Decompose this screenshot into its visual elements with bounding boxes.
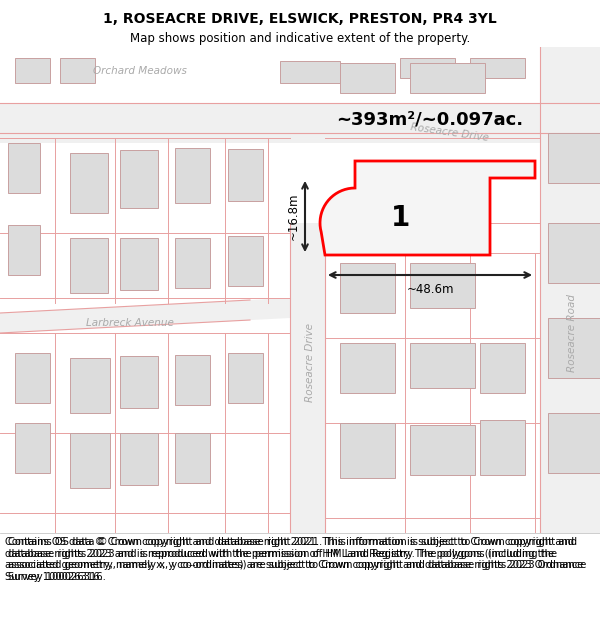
Bar xyxy=(400,58,455,78)
Polygon shape xyxy=(320,161,535,255)
Bar xyxy=(548,133,600,183)
Polygon shape xyxy=(0,298,290,333)
Bar xyxy=(8,225,40,275)
Bar xyxy=(70,358,110,413)
Bar xyxy=(340,343,395,393)
Bar xyxy=(228,353,263,403)
Text: Contains OS data © Crown copyright and database right 2021. This information is : Contains OS data © Crown copyright and d… xyxy=(5,537,583,582)
Bar xyxy=(175,355,210,405)
Bar xyxy=(548,223,600,283)
Bar xyxy=(70,238,108,293)
Bar xyxy=(410,425,475,475)
Bar xyxy=(280,61,340,83)
Bar xyxy=(175,433,210,483)
Text: ~16.8m: ~16.8m xyxy=(287,192,300,240)
Bar xyxy=(15,353,50,403)
Text: Roseacre Drive: Roseacre Drive xyxy=(410,122,490,143)
Bar xyxy=(175,148,210,203)
Text: Map shows position and indicative extent of the property.: Map shows position and indicative extent… xyxy=(130,32,470,45)
Polygon shape xyxy=(290,223,325,533)
Bar xyxy=(175,238,210,288)
Bar xyxy=(228,149,263,201)
Text: Roseacre Road: Roseacre Road xyxy=(567,294,577,372)
Text: Larbreck Avenue: Larbreck Avenue xyxy=(86,318,174,328)
Bar xyxy=(15,58,50,83)
Polygon shape xyxy=(0,103,600,133)
Bar xyxy=(120,238,158,290)
Text: Contains OS data © Crown copyright and database right 2021. This information is : Contains OS data © Crown copyright and d… xyxy=(8,537,586,582)
Text: 1: 1 xyxy=(391,204,410,232)
Bar xyxy=(480,343,525,393)
Text: ~48.6m: ~48.6m xyxy=(406,283,454,296)
Bar xyxy=(548,413,600,473)
Text: 1, ROSEACRE DRIVE, ELSWICK, PRESTON, PR4 3YL: 1, ROSEACRE DRIVE, ELSWICK, PRESTON, PR4… xyxy=(103,12,497,26)
Polygon shape xyxy=(0,103,600,153)
Bar xyxy=(410,63,485,93)
Bar xyxy=(410,263,475,308)
Text: ~393m²/~0.097ac.: ~393m²/~0.097ac. xyxy=(337,110,524,128)
Bar xyxy=(120,150,158,208)
Bar xyxy=(60,58,95,83)
Bar xyxy=(470,58,525,78)
Text: Orchard Meadows: Orchard Meadows xyxy=(93,66,187,76)
Bar xyxy=(410,343,475,388)
Bar xyxy=(228,236,263,286)
Text: Roseacre Drive: Roseacre Drive xyxy=(305,324,315,402)
Bar xyxy=(120,356,158,408)
Bar xyxy=(340,263,395,313)
Bar xyxy=(548,318,600,378)
Bar xyxy=(120,433,158,485)
Bar xyxy=(8,143,40,193)
Bar xyxy=(15,423,50,473)
Polygon shape xyxy=(540,47,600,533)
Bar xyxy=(480,420,525,475)
Bar xyxy=(340,63,395,93)
Bar xyxy=(340,423,395,478)
Bar xyxy=(70,153,108,213)
Bar xyxy=(70,433,110,488)
